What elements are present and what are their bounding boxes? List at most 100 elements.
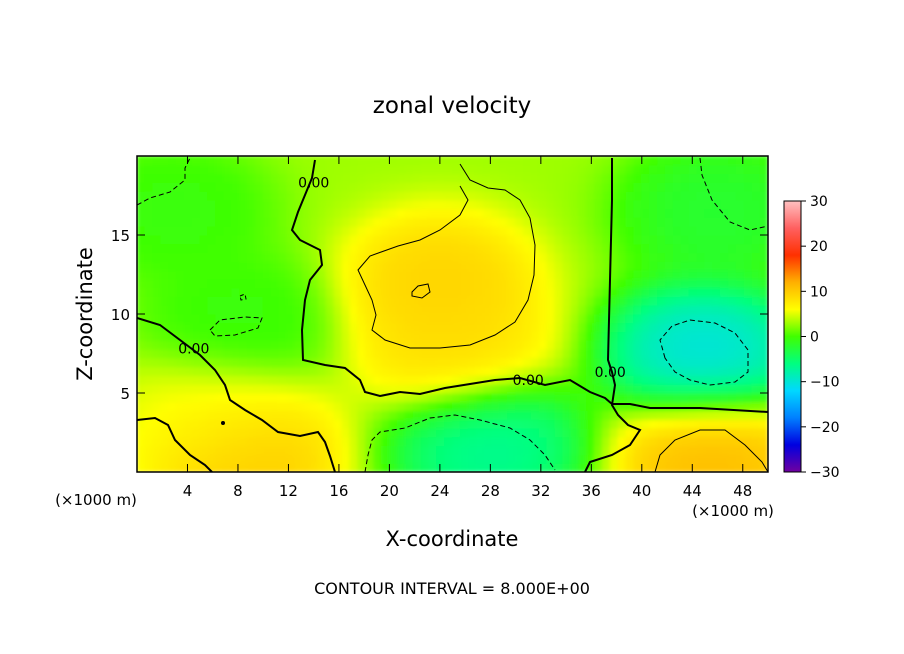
heatmap-cell: [546, 339, 556, 350]
heatmap-cell: [341, 304, 351, 315]
heatmap-cell: [262, 173, 272, 183]
heatmap-cell: [207, 357, 217, 368]
heatmap-cell: [412, 260, 422, 271]
heatmap-cell: [570, 383, 580, 394]
heatmap-cell: [664, 216, 674, 227]
heatmap-cell: [499, 445, 509, 455]
heatmap-cell: [680, 164, 690, 175]
heatmap-cell: [452, 243, 461, 254]
heatmap-cell: [175, 357, 185, 368]
heatmap-cell: [704, 322, 714, 333]
heatmap-cell: [183, 216, 193, 227]
heatmap-cell: [420, 181, 430, 192]
contour-labels: 0.000.000.00 0.00: [178, 176, 626, 390]
heatmap-cell: [396, 208, 406, 218]
heatmap-cell: [239, 331, 248, 341]
heatmap-cell: [475, 173, 485, 183]
heatmap-cell: [168, 287, 177, 297]
heatmap-cell: [246, 331, 256, 341]
heatmap-cell: [664, 392, 674, 403]
heatmap-cell: [349, 260, 359, 271]
heatmap-cell: [333, 313, 343, 324]
heatmap-cell: [325, 269, 335, 280]
heatmap-cell: [428, 173, 438, 183]
heatmap-cell: [199, 410, 209, 420]
heatmap-cell: [144, 199, 154, 210]
heatmap-cell: [499, 243, 509, 254]
heatmap-cell: [412, 243, 422, 254]
heatmap-cell: [617, 243, 627, 254]
heatmap-cell: [641, 348, 651, 359]
heatmap-cell: [672, 225, 682, 236]
heatmap-cell: [633, 348, 643, 359]
heatmap-cell: [420, 339, 430, 350]
heatmap-cell: [562, 401, 572, 412]
heatmap-cell: [207, 173, 217, 183]
heatmap-cell: [191, 181, 201, 192]
heatmap-cell: [601, 348, 611, 359]
heatmap-cell: [262, 357, 272, 368]
heatmap-cell: [452, 453, 461, 464]
heatmap-cell: [436, 453, 446, 464]
heatmap-cell: [349, 374, 359, 385]
heatmap-cell: [388, 190, 398, 201]
heatmap-cell: [137, 181, 146, 192]
heatmap-cell: [617, 348, 627, 359]
heatmap-cell: [601, 278, 611, 289]
heatmap-cell: [341, 392, 351, 403]
heatmap-cell: [759, 190, 768, 201]
x-unit-left: (×1000 m): [55, 491, 137, 509]
heatmap-cell: [617, 453, 627, 464]
heatmap-cell: [381, 269, 390, 280]
heatmap-cell: [231, 374, 241, 385]
heatmap-cell: [688, 156, 698, 166]
heatmap-cell: [530, 173, 540, 183]
heatmap-cell: [231, 243, 241, 254]
heatmap-cell: [538, 392, 548, 403]
heatmap-cell: [294, 190, 304, 201]
heatmap-cell: [231, 392, 241, 403]
heatmap-cell: [712, 181, 722, 192]
heatmap-cell: [325, 173, 335, 183]
heatmap-cell: [144, 401, 154, 412]
heatmap-cell: [160, 181, 170, 192]
heatmap-cell: [175, 304, 185, 315]
heatmap-cell: [239, 164, 248, 175]
heatmap-cell: [420, 436, 430, 447]
heatmap-cell: [459, 348, 469, 359]
heatmap-cell: [428, 216, 438, 227]
heatmap-cell: [586, 208, 595, 218]
heatmap-cell: [373, 304, 383, 315]
heatmap-cell: [728, 173, 737, 183]
heatmap-cell: [633, 374, 643, 385]
heatmap-cell: [586, 427, 595, 438]
heatmap-cell: [649, 418, 659, 429]
heatmap-cell: [586, 216, 595, 227]
heatmap-cell: [586, 383, 595, 394]
heatmap-cell: [381, 366, 390, 376]
heatmap-cell: [246, 383, 256, 394]
heatmap-cell: [365, 278, 375, 289]
heatmap-cell: [609, 234, 619, 245]
heatmap-cell: [704, 173, 714, 183]
contour-label: 0.00: [298, 176, 329, 192]
heatmap-cell: [601, 418, 611, 429]
heatmap-cell: [688, 295, 698, 306]
heatmap-cell: [562, 208, 572, 218]
heatmap-cell: [436, 295, 446, 306]
heatmap-cell: [223, 234, 233, 245]
heatmap-cell: [325, 427, 335, 438]
heatmap-cell: [546, 418, 556, 429]
heatmap-cell: [546, 427, 556, 438]
heatmap-cell: [491, 287, 501, 297]
heatmap-cell: [231, 445, 241, 455]
heatmap-cell: [499, 313, 509, 324]
heatmap-cell: [444, 427, 453, 438]
heatmap-cell: [483, 453, 493, 464]
heatmap-cell: [381, 339, 390, 350]
heatmap-cell: [507, 173, 517, 183]
heatmap-cell: [672, 392, 682, 403]
heatmap-cell: [522, 199, 532, 210]
heatmap-cell: [609, 445, 619, 455]
heatmap-cell: [452, 401, 461, 412]
